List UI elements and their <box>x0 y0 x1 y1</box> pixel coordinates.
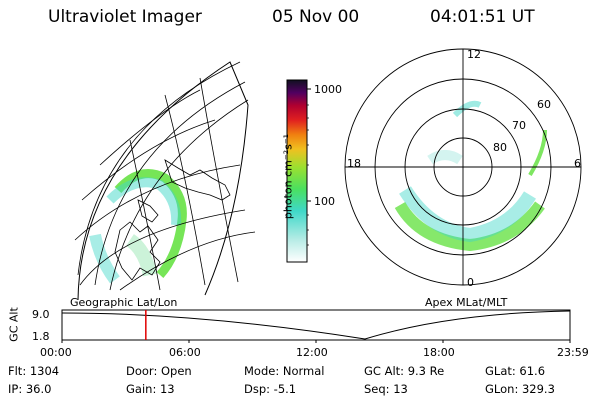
status-gc-alt: GC Alt: 9.3 Re <box>364 364 445 378</box>
time-tick-0600: 06:00 <box>169 346 201 359</box>
time-tick-0000: 00:00 <box>40 346 72 359</box>
mlat-label-60: 60 <box>537 98 551 111</box>
status-mode: Mode: Normal <box>244 364 325 378</box>
colorbar-tick-100: 100 <box>314 195 335 208</box>
instrument-title: Ultraviolet Imager <box>48 7 202 27</box>
colorbar-tick-1000: 1000 <box>314 83 342 96</box>
mlat-label-80: 80 <box>493 141 507 154</box>
mlt-label-6: 6 <box>574 157 581 170</box>
status-dsp: Dsp: -5.1 <box>244 382 297 396</box>
polar-plot <box>344 48 582 286</box>
altitude-ylabel: GC Alt <box>7 307 21 342</box>
status-door: Door: Open <box>126 364 192 378</box>
time-label: 04:01:51 UT <box>430 7 535 27</box>
time-tick-1200: 12:00 <box>296 346 328 359</box>
altitude-plot <box>61 309 571 343</box>
apex-label: Apex MLat/MLT <box>425 296 508 309</box>
colorbar <box>286 79 311 263</box>
mlt-label-12: 12 <box>467 48 481 61</box>
status-seq: Seq: 13 <box>364 382 408 396</box>
date-label: 05 Nov 00 <box>272 7 360 27</box>
colorbar-unit-label: photon cm⁻²s⁻¹ <box>281 133 295 220</box>
geographic-label: Geographic Lat/Lon <box>70 296 178 309</box>
status-glon: GLon: 329.3 <box>485 382 555 396</box>
status-flt: Flt: 1304 <box>8 364 60 378</box>
status-ip: IP: 36.0 <box>8 382 52 396</box>
altitude-ytick-high: 9.0 <box>32 308 50 321</box>
mlt-label-18: 18 <box>347 157 361 170</box>
altitude-ytick-low: 1.8 <box>32 330 50 343</box>
mlat-label-70: 70 <box>512 119 526 132</box>
time-tick-2359: 23:59 <box>557 346 589 359</box>
geographic-map <box>74 61 256 300</box>
mlt-label-0: 0 <box>467 276 474 289</box>
time-tick-1800: 18:00 <box>423 346 455 359</box>
status-glat: GLat: 61.6 <box>485 364 546 378</box>
status-gain: Gain: 13 <box>126 382 175 396</box>
